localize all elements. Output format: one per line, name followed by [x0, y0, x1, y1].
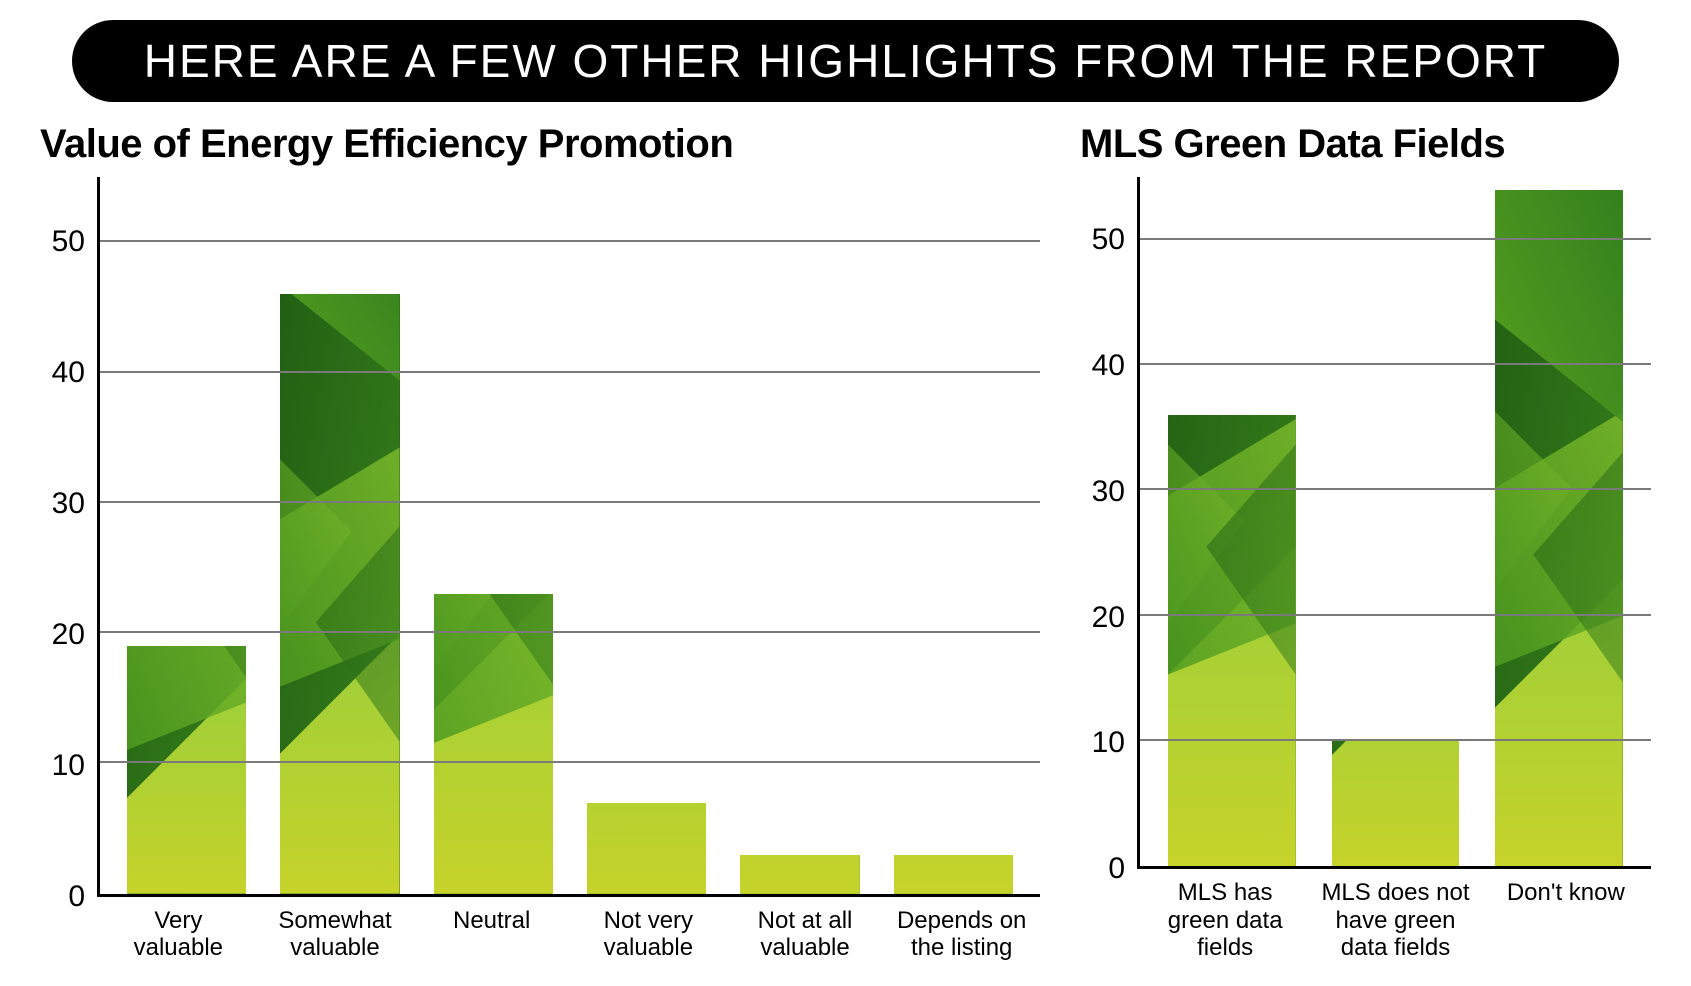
left-gridline [100, 240, 1040, 242]
left-ytick: 40 [52, 356, 85, 390]
left-ytick: 30 [52, 487, 85, 521]
right-plot-area: 36% 10% 54% [1140, 177, 1651, 869]
left-bar-slot: 46% [263, 177, 416, 894]
right-gridline [1140, 238, 1651, 240]
left-bar: 3% [894, 855, 1014, 894]
left-bar-slot: 3% [877, 177, 1030, 894]
left-bar: 23% [434, 594, 554, 894]
left-x-label: Veryvaluable [100, 897, 257, 962]
left-x-label: Not veryvaluable [570, 897, 727, 962]
right-bar-slot: 36% [1150, 177, 1314, 866]
right-ytick: 50 [1092, 223, 1125, 257]
left-x-label: Depends onthe listing [883, 897, 1040, 962]
left-gridline [100, 631, 1040, 633]
left-bar: 19% [127, 646, 247, 894]
right-ytick: 40 [1092, 349, 1125, 383]
right-ytick: 10 [1092, 726, 1125, 760]
right-bars-container: 36% 10% 54% [1140, 177, 1651, 866]
right-gridline [1140, 614, 1651, 616]
left-bar-slot: 23% [417, 177, 570, 894]
right-bar-slot: 54% [1477, 177, 1641, 866]
right-x-axis: MLS hasgreen datafieldsMLS does nothave … [1080, 869, 1651, 962]
left-bar: 7% [587, 803, 707, 894]
left-x-label: Somewhatvaluable [257, 897, 414, 962]
left-gridline [100, 371, 1040, 373]
left-bar-slot: 7% [570, 177, 723, 894]
charts-row: Value of Energy Efficiency Promotion 0 10… [40, 122, 1651, 962]
right-bar: 10% [1332, 741, 1460, 866]
right-ytick: 0 [1108, 852, 1125, 886]
right-bar-slot: 10% [1314, 177, 1478, 866]
left-bar: 46% [280, 294, 400, 894]
left-bar: 3% [740, 855, 860, 894]
right-plot-body: 01020304050 36% 10% 54% [1080, 177, 1651, 869]
left-x-axis: VeryvaluableSomewhatvaluableNeutralNot v… [40, 897, 1040, 962]
right-bar: 36% [1168, 415, 1296, 866]
right-x-label: Don't know [1481, 869, 1651, 962]
left-chart-title: Value of Energy Efficiency Promotion [40, 122, 1040, 167]
left-bar-slot: 19% [110, 177, 263, 894]
left-x-label: Neutral [413, 897, 570, 962]
left-ytick: 0 [68, 880, 85, 914]
left-ytick: 10 [52, 749, 85, 783]
left-bar-slot: 3% [723, 177, 876, 894]
right-gridline [1140, 363, 1651, 365]
right-gridline [1140, 488, 1651, 490]
left-gridline [100, 501, 1040, 503]
left-plot-body: 01020304050 19% 46% 23% 7% [40, 177, 1040, 897]
right-ytick: 20 [1092, 601, 1125, 635]
banner-title: HERE ARE A FEW OTHER HIGHLIGHTS FROM THE… [72, 20, 1619, 102]
right-x-label: MLS does nothave greendata fields [1310, 869, 1480, 962]
left-bars-container: 19% 46% 23% 7% 3% 3% [100, 177, 1040, 894]
right-x-label: MLS hasgreen datafields [1140, 869, 1310, 962]
left-x-label: Not at allvaluable [727, 897, 884, 962]
report-highlights-page: HERE ARE A FEW OTHER HIGHLIGHTS FROM THE… [0, 0, 1691, 986]
right-y-axis: 01020304050 [1080, 177, 1140, 869]
left-gridline [100, 761, 1040, 763]
left-plot-area: 19% 46% 23% 7% 3% 3% [100, 177, 1040, 897]
left-chart-panel: Value of Energy Efficiency Promotion 0 10… [40, 122, 1040, 962]
left-ytick: 20 [52, 618, 85, 652]
right-bar: 54% [1495, 190, 1623, 867]
right-chart-panel: MLS Green Data Fields 0 10 20 30 40 50 36% 10… [1080, 122, 1651, 962]
left-plot-wrap: 0 10 20 30 40 50 19% 46% 23% 7% [40, 177, 1040, 962]
left-ytick: 50 [52, 225, 85, 259]
left-y-axis: 01020304050 [40, 177, 100, 897]
right-plot-wrap: 0 10 20 30 40 50 36% 10% 54% MLS hasgreen dat… [1080, 177, 1651, 962]
right-gridline [1140, 739, 1651, 741]
right-ytick: 30 [1092, 475, 1125, 509]
right-chart-title: MLS Green Data Fields [1080, 122, 1651, 167]
